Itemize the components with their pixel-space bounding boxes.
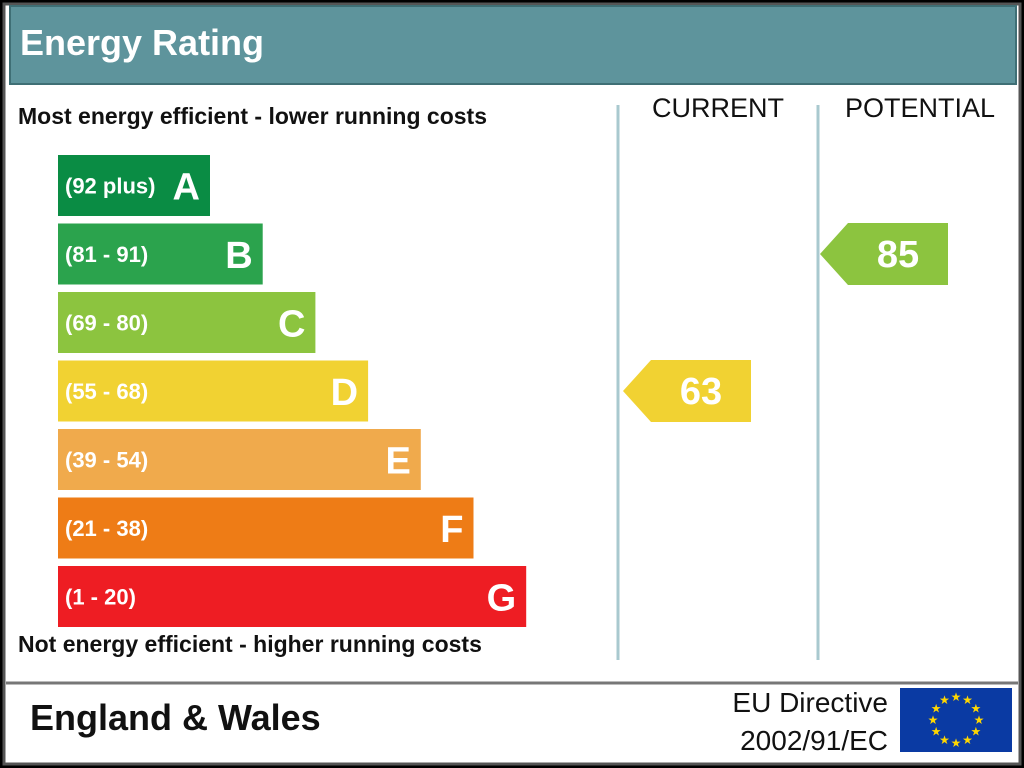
band-g: (1 - 20) G [58, 566, 527, 627]
current-rating-arrow: 63 [623, 360, 751, 422]
flag-star: ★ [951, 736, 962, 750]
eu-flag-stars: ★ ★★★★★★★★★★★ [928, 690, 985, 750]
flag-star: ★ [931, 725, 942, 739]
band-range: (55 - 68) [65, 379, 148, 404]
current-rating-arrow-shape [623, 360, 751, 422]
band-letter: G [487, 578, 517, 620]
flag-star: ★ [962, 733, 973, 747]
header-bar [9, 5, 1017, 85]
band-bar [58, 360, 369, 422]
band-bar [58, 566, 527, 627]
band-range: (69 - 80) [65, 311, 148, 336]
band-letter: D [331, 372, 358, 414]
band-letter: B [225, 235, 252, 277]
band-c: (69 - 80) C [58, 292, 316, 353]
potential-rating-arrow-shape [820, 223, 948, 285]
chart-title: Energy Rating [20, 22, 264, 63]
flag-star: ★ [971, 702, 982, 716]
band-range: (1 - 20) [65, 585, 136, 610]
flag-star: ★ [974, 713, 985, 727]
eu-flag-icon: ★ ★★★★★★★★★★★ [900, 688, 1012, 752]
region-label: England & Wales [30, 697, 321, 738]
band-bar [58, 223, 263, 285]
band-f: (21 - 38) F [58, 497, 474, 559]
band-d: (55 - 68) D [58, 360, 369, 422]
potential-column-heading: POTENTIAL [845, 93, 995, 123]
inefficient-caption: Not energy efficient - higher running co… [18, 631, 482, 657]
band-letter: F [440, 509, 463, 551]
rating-bands: (92 plus) A (81 - 91) B (69 - 80) C (55 - 68) D… [58, 155, 527, 627]
directive-line-2: 2002/91/EC [740, 725, 888, 756]
rating-indicators: 63 85 [623, 223, 948, 422]
flag-star: ★ [928, 713, 939, 727]
band-letter: A [173, 167, 200, 209]
flag-star: ★ [962, 693, 973, 707]
band-letter: C [278, 304, 305, 346]
band-e: (39 - 54) E [58, 429, 421, 490]
band-a: (92 plus) A [58, 155, 210, 216]
flag-star: ★ [951, 690, 962, 704]
flag-star: ★ [939, 693, 950, 707]
band-b: (81 - 91) B [58, 223, 263, 285]
directive-line-1: EU Directive [732, 687, 888, 718]
band-bar [58, 155, 210, 216]
flag-star: ★ [971, 725, 982, 739]
flag-star: ★ [939, 733, 950, 747]
band-bar [58, 429, 421, 490]
band-letter: E [385, 441, 410, 483]
band-bar [58, 292, 316, 353]
band-bar [58, 497, 474, 559]
flag-star: ★ [931, 702, 942, 716]
band-range: (92 plus) [65, 174, 155, 199]
band-range: (81 - 91) [65, 242, 148, 267]
band-range: (21 - 38) [65, 516, 148, 541]
band-range: (39 - 54) [65, 448, 148, 473]
eu-flag-field [900, 688, 1012, 752]
current-column-heading: CURRENT [652, 93, 784, 123]
current-rating-arrow-value: 63 [680, 371, 722, 413]
potential-rating-arrow-value: 85 [877, 234, 919, 276]
efficient-caption: Most energy efficient - lower running co… [18, 103, 487, 129]
potential-rating-arrow: 85 [820, 223, 948, 285]
